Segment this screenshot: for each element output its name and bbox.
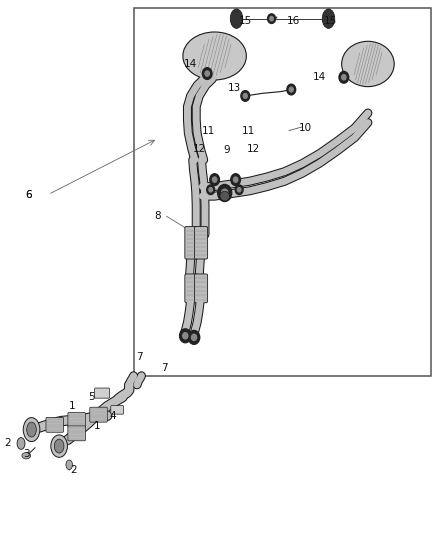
Circle shape [233, 177, 238, 182]
Circle shape [270, 17, 273, 21]
Ellipse shape [22, 453, 31, 459]
Text: 15: 15 [324, 17, 337, 26]
Ellipse shape [66, 460, 73, 470]
Circle shape [180, 329, 191, 343]
Text: 11: 11 [201, 126, 215, 135]
Text: 6: 6 [25, 190, 32, 199]
Ellipse shape [17, 438, 25, 449]
Ellipse shape [54, 439, 64, 453]
Circle shape [207, 185, 215, 195]
Text: 7: 7 [136, 352, 143, 362]
Circle shape [241, 91, 250, 101]
Circle shape [188, 330, 200, 344]
Ellipse shape [27, 422, 36, 437]
FancyBboxPatch shape [68, 426, 85, 441]
Text: 15: 15 [239, 17, 252, 26]
Text: 16: 16 [287, 17, 300, 26]
FancyBboxPatch shape [185, 274, 198, 303]
Circle shape [268, 14, 276, 23]
Ellipse shape [183, 32, 246, 80]
Circle shape [222, 189, 228, 197]
Circle shape [342, 75, 346, 80]
Circle shape [183, 333, 188, 339]
Ellipse shape [322, 9, 335, 28]
FancyBboxPatch shape [90, 407, 107, 422]
Circle shape [237, 188, 241, 192]
Bar [134, 8, 431, 376]
Ellipse shape [51, 435, 67, 457]
FancyBboxPatch shape [68, 413, 85, 427]
Circle shape [212, 177, 217, 182]
Circle shape [290, 87, 293, 92]
Circle shape [209, 188, 212, 192]
Text: 4: 4 [110, 411, 117, 421]
Text: 2: 2 [70, 465, 77, 475]
Text: 10: 10 [299, 123, 312, 133]
Ellipse shape [23, 418, 40, 441]
Text: 14: 14 [313, 72, 326, 82]
Circle shape [218, 184, 232, 201]
Text: 13: 13 [228, 83, 241, 93]
Text: 1: 1 [69, 401, 76, 411]
Text: 5: 5 [88, 392, 95, 402]
Circle shape [210, 174, 219, 185]
Text: 2: 2 [4, 439, 11, 448]
Text: 3: 3 [23, 449, 30, 459]
Circle shape [287, 84, 296, 95]
Text: 1: 1 [94, 422, 101, 431]
Text: 7: 7 [161, 363, 168, 373]
Text: 11: 11 [242, 126, 255, 135]
FancyBboxPatch shape [194, 227, 208, 259]
Text: 9: 9 [223, 146, 230, 155]
FancyBboxPatch shape [95, 388, 110, 398]
Text: 8: 8 [154, 211, 161, 221]
Ellipse shape [220, 191, 230, 201]
Ellipse shape [230, 9, 243, 28]
FancyBboxPatch shape [194, 274, 208, 303]
Circle shape [244, 94, 247, 99]
Circle shape [191, 334, 197, 341]
Circle shape [205, 71, 209, 76]
Ellipse shape [342, 42, 394, 86]
Text: 14: 14 [184, 59, 197, 69]
Circle shape [339, 71, 349, 83]
Text: 12: 12 [247, 144, 260, 154]
Circle shape [235, 185, 243, 195]
Circle shape [202, 68, 212, 79]
FancyBboxPatch shape [111, 406, 124, 414]
FancyBboxPatch shape [46, 417, 64, 432]
Text: 12: 12 [193, 144, 206, 154]
Circle shape [231, 174, 240, 185]
Text: 6: 6 [25, 190, 32, 199]
FancyBboxPatch shape [185, 227, 198, 259]
